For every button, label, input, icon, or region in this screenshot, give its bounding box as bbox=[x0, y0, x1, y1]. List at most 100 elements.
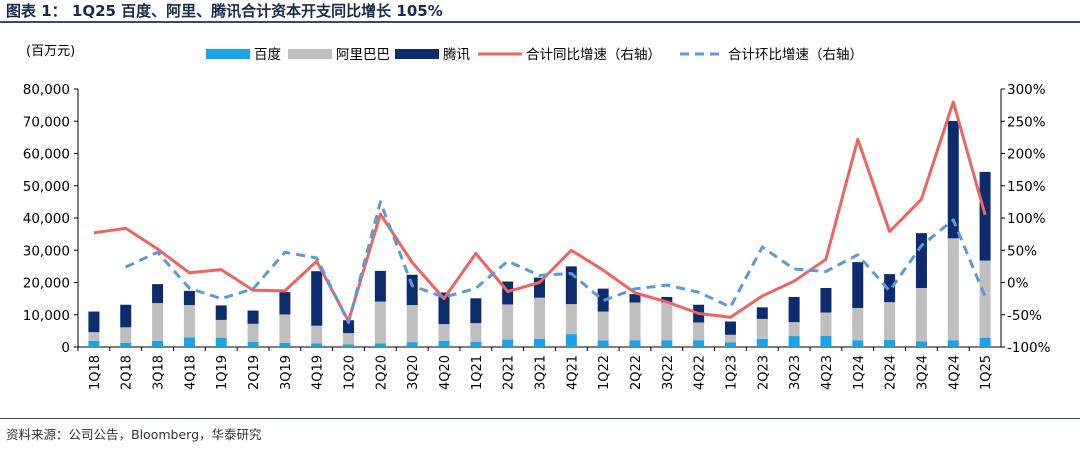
bar-baidu bbox=[565, 334, 577, 347]
x-tick-label: 4Q18 bbox=[183, 355, 198, 390]
bar-tencent bbox=[279, 292, 291, 315]
bar-alibaba bbox=[311, 325, 323, 344]
left-tick-label: 30,000 bbox=[23, 243, 70, 259]
x-tick-label: 1Q20 bbox=[343, 355, 358, 390]
bar-baidu bbox=[661, 340, 673, 347]
bars bbox=[88, 120, 991, 347]
bar-alibaba bbox=[788, 322, 800, 337]
bar-tencent bbox=[470, 298, 482, 324]
bar-tencent bbox=[406, 274, 418, 306]
bar-tencent bbox=[311, 271, 323, 326]
axes: 0 10,000 20,000 30,000 40,000 50,000 60,000 70,… bbox=[23, 82, 1051, 390]
left-tick-label: 40,000 bbox=[23, 211, 70, 227]
bar-baidu bbox=[343, 344, 355, 347]
left-tick-label: 80,000 bbox=[23, 82, 70, 98]
legend-tencent-swatch bbox=[395, 49, 439, 59]
bar-baidu bbox=[979, 337, 991, 347]
x-tick-label: 4Q21 bbox=[565, 355, 580, 390]
x-tick-label: 1Q19 bbox=[215, 355, 230, 390]
bar-baidu bbox=[183, 337, 195, 347]
bar-tencent bbox=[915, 233, 927, 288]
legend-baidu: 百度 bbox=[206, 47, 281, 63]
legend-yoy-label: 合计同比增速（右轴） bbox=[526, 47, 661, 63]
figure-title: 图表 1： 1Q25 百度、阿里、腾讯合计资本开支同比增长 105% bbox=[6, 2, 443, 20]
bar-alibaba bbox=[374, 301, 386, 344]
x-tick-label: 3Q18 bbox=[152, 355, 167, 390]
bar-baidu bbox=[215, 337, 227, 347]
bar-baidu bbox=[152, 340, 164, 347]
bar-baidu bbox=[915, 341, 927, 347]
bar-alibaba bbox=[756, 318, 768, 339]
right-tick-label: 250% bbox=[1007, 114, 1046, 130]
left-tick-label: 70,000 bbox=[23, 114, 70, 130]
bar-alibaba bbox=[534, 297, 545, 339]
bar-baidu bbox=[693, 340, 705, 347]
bar-tencent bbox=[947, 120, 959, 239]
bar-baidu bbox=[820, 335, 832, 347]
bar-alibaba bbox=[470, 323, 482, 342]
y-unit-label: (百万元) bbox=[26, 44, 75, 59]
x-tick-label: 2Q21 bbox=[502, 355, 517, 390]
legend-alibaba-label: 阿里巴巴 bbox=[336, 47, 390, 63]
x-tick-label: 1Q21 bbox=[470, 355, 485, 390]
bar-alibaba bbox=[152, 303, 164, 341]
bar-alibaba bbox=[279, 314, 291, 343]
bar-alibaba bbox=[724, 334, 736, 343]
bar-alibaba bbox=[120, 327, 132, 343]
bar-alibaba bbox=[947, 238, 959, 341]
bottom-rule bbox=[0, 418, 1080, 419]
bar-baidu bbox=[247, 341, 259, 347]
right-tick-label: 100% bbox=[1007, 211, 1046, 227]
bar-baidu bbox=[120, 342, 132, 347]
top-rule bbox=[0, 21, 1080, 23]
bar-baidu bbox=[311, 343, 323, 347]
bar-tencent bbox=[979, 171, 991, 261]
bar-alibaba bbox=[502, 304, 514, 340]
right-tick-label: -100% bbox=[1007, 340, 1051, 356]
bar-alibaba bbox=[915, 287, 927, 342]
x-tick-label: 4Q24 bbox=[947, 355, 962, 390]
right-tick-label: 300% bbox=[1007, 82, 1046, 98]
x-tick-label: 4Q19 bbox=[311, 355, 326, 390]
bar-tencent bbox=[820, 287, 832, 313]
bar-tencent bbox=[724, 321, 736, 335]
legend-tencent-label: 腾讯 bbox=[443, 46, 470, 63]
bar-tencent bbox=[661, 297, 673, 303]
bar-baidu bbox=[470, 341, 482, 347]
bar-alibaba bbox=[183, 305, 195, 338]
bar-alibaba bbox=[979, 260, 991, 338]
x-tick-label: 3Q23 bbox=[788, 355, 803, 390]
x-tick-label: 1Q22 bbox=[597, 355, 612, 390]
x-tick-label: 4Q20 bbox=[438, 355, 453, 390]
bar-baidu bbox=[629, 340, 641, 347]
lines bbox=[93, 100, 987, 324]
legend-baidu-label: 百度 bbox=[254, 47, 281, 63]
bar-baidu bbox=[724, 342, 736, 347]
bar-alibaba bbox=[693, 322, 705, 341]
bar-tencent bbox=[534, 277, 545, 298]
bar-alibaba bbox=[820, 312, 832, 336]
legend-baidu-swatch bbox=[206, 49, 250, 59]
bar-tencent bbox=[374, 270, 386, 302]
right-tick-label: 200% bbox=[1007, 147, 1046, 163]
x-tick-label: 3Q20 bbox=[406, 355, 421, 390]
bar-tencent bbox=[183, 290, 195, 306]
x-tick-label: 1Q23 bbox=[724, 355, 739, 390]
source-note: 资料来源：公司公告，Bloomberg，华泰研究 bbox=[6, 427, 262, 442]
x-tick-label: 3Q19 bbox=[279, 355, 294, 390]
bar-tencent bbox=[884, 274, 896, 303]
bar-baidu bbox=[947, 340, 959, 347]
x-tick-label: 2Q22 bbox=[629, 355, 644, 390]
bar-alibaba bbox=[852, 307, 864, 341]
x-tick-label: 4Q23 bbox=[820, 355, 835, 390]
x-tick-label: 1Q18 bbox=[88, 355, 103, 390]
bar-tencent bbox=[88, 311, 100, 333]
bar-alibaba bbox=[247, 323, 259, 342]
left-tick-label: 50,000 bbox=[23, 179, 70, 195]
bar-tencent bbox=[438, 292, 450, 325]
bar-baidu bbox=[756, 338, 768, 347]
legend-yoy: 合计同比增速（右轴） bbox=[478, 47, 661, 63]
bar-tencent bbox=[152, 284, 164, 304]
bar-baidu bbox=[406, 342, 418, 347]
left-tick-label: 0 bbox=[61, 340, 70, 356]
